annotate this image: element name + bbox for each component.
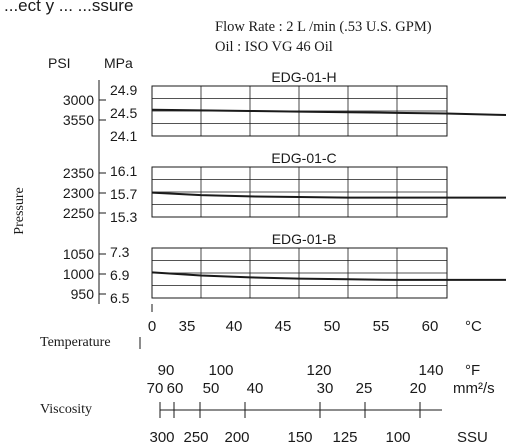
- mm2s-tick-label: 20: [410, 380, 427, 397]
- ssu-unit-label: SSU: [457, 429, 488, 446]
- mpa-tick-label: 16.1: [110, 163, 137, 179]
- page-title: ...ect y ... ...ssure: [4, 0, 133, 15]
- ssu-tick-label: 125: [332, 429, 357, 446]
- x-tick-label: 55: [373, 318, 390, 335]
- x-tick-label: 45: [275, 318, 292, 335]
- psi-tick-label: 950: [71, 286, 95, 302]
- fahrenheit-unit-label: °F: [465, 362, 480, 379]
- panel-edg-01-h: EDG-01-H 24.9 24.5 24.1 3000 3550: [63, 69, 506, 144]
- oil-label: Oil : ISO VG 46 Oil: [215, 39, 333, 55]
- mpa-tick-label: 15.7: [110, 186, 137, 202]
- mm2s-tick-label: 25: [356, 380, 373, 397]
- mm2s-tick-label: 40: [247, 380, 264, 397]
- ssu-tick-label: 100: [385, 429, 410, 446]
- mpa-tick-label: 6.9: [110, 267, 130, 283]
- fahrenheit-tick-label: 140: [418, 362, 443, 379]
- ssu-tick-label: 200: [224, 429, 249, 446]
- ssu-tick-label: 300: [149, 429, 174, 446]
- x-tick-label: 40: [226, 318, 243, 335]
- fahrenheit-tick-label: 90: [158, 362, 175, 379]
- mm2s-tick-label: 50: [203, 380, 220, 397]
- psi-tick-label: 1000: [63, 266, 94, 282]
- mpa-tick-label: 15.3: [110, 209, 137, 225]
- mpa-unit-label: MPa: [104, 55, 133, 71]
- viscosity-label: Viscosity: [40, 402, 92, 417]
- fahrenheit-tick-label: 120: [306, 362, 331, 379]
- panel-title: EDG-01-C: [271, 150, 336, 166]
- mpa-tick-label: 24.9: [110, 82, 137, 98]
- mm2s-unit-label: mm²/s: [453, 380, 495, 397]
- panel-edg-01-b: EDG-01-B 7.3 6.9 6.5 1050 1000 950: [63, 231, 506, 306]
- celsius-unit-label: °C: [465, 318, 482, 335]
- ssu-tick-label: 150: [287, 429, 312, 446]
- mpa-tick-label: 24.5: [110, 105, 137, 121]
- x-tick-label: 35: [179, 318, 196, 335]
- mpa-tick-label: 24.1: [110, 128, 137, 144]
- series-line-edg-01-h: [151, 108, 506, 116]
- psi-tick-label: 2300: [63, 185, 94, 201]
- ssu-tick-label: 250: [183, 429, 208, 446]
- x-tick-label: 50: [324, 318, 341, 335]
- panel-edg-01-c: EDG-01-C 16.1 15.7 15.3 2350 2300 2250: [63, 150, 506, 225]
- series-line-edg-01-b: [151, 271, 506, 281]
- mpa-tick-label: 7.3: [110, 244, 130, 260]
- psi-tick-label: 1050: [63, 246, 94, 262]
- mm2s-tick-label: 70: [147, 380, 164, 397]
- panel-title: EDG-01-B: [272, 231, 337, 247]
- temperature-label: Temperature: [40, 335, 111, 350]
- psi-tick-label: 2350: [63, 165, 94, 181]
- x-tick-label: 60: [422, 318, 439, 335]
- fahrenheit-tick-label: 100: [208, 362, 233, 379]
- mm2s-tick-label: 60: [167, 380, 184, 397]
- x-tick-label: 0: [148, 318, 156, 335]
- psi-tick-label: 2250: [63, 205, 94, 221]
- flow-rate-label: Flow Rate : 2 L /min (.53 U.S. GPM): [215, 19, 432, 35]
- panel-title: EDG-01-H: [271, 69, 336, 85]
- mpa-tick-label: 6.5: [110, 290, 130, 306]
- y-axis-title: Pressure: [12, 187, 27, 234]
- psi-unit-label: PSI: [48, 55, 71, 71]
- mm2s-tick-label: 30: [317, 380, 334, 397]
- psi-tick-label: 3000: [63, 92, 94, 108]
- psi-tick-label: 3550: [63, 112, 94, 128]
- series-line-edg-01-c: [151, 191, 506, 199]
